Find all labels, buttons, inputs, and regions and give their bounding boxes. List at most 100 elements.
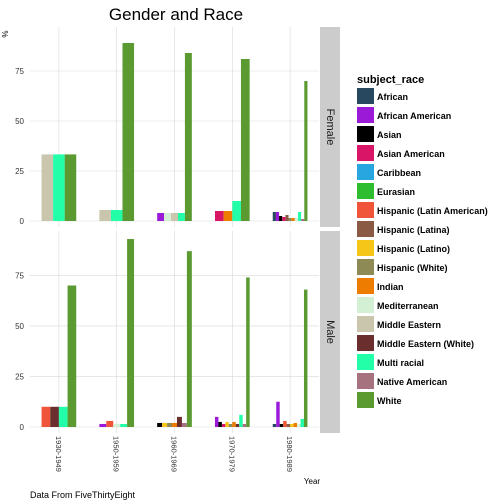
bar-female-1960-1969-african-american xyxy=(157,213,165,221)
bar-male-1950-1959-african-american xyxy=(99,423,107,427)
y-tick-label: 75 xyxy=(15,67,24,76)
facet-label-female: Female xyxy=(324,109,336,146)
bar-male-1980-1989-hispanic-latina- xyxy=(286,423,291,427)
facet-strip xyxy=(320,231,340,433)
bar-male-1970-1979-native-american xyxy=(242,423,247,427)
bar-female-1930-1949-white xyxy=(64,154,77,221)
y-tick-label: 75 xyxy=(15,271,24,280)
bar-male-1960-1969-native-american xyxy=(181,422,187,427)
bar-female-1970-1979-indian xyxy=(223,211,233,221)
facet-strip xyxy=(320,27,340,227)
y-tick-label: 25 xyxy=(15,167,24,176)
bar-female-1950-1959-white xyxy=(122,43,135,221)
legend-title: subject_race xyxy=(357,74,424,86)
bar-male-1980-1989-asian xyxy=(279,423,284,427)
bar-male-1980-1989-white xyxy=(303,289,308,427)
bar-male-1960-1969-middle-eastern-white- xyxy=(176,416,182,427)
bar-male-1960-1969-hispanic-latino- xyxy=(162,422,168,427)
legend-swatch xyxy=(357,240,374,256)
legend-swatch xyxy=(357,316,374,332)
legend-label: African xyxy=(377,92,408,102)
y-axis-label: % xyxy=(1,30,10,37)
x-tick-label: 1970-1979 xyxy=(227,436,236,472)
bar-male-1950-1959-multi-racial xyxy=(120,423,128,427)
legend-swatch xyxy=(357,164,374,180)
bar-female-1960-1969-mediterranean xyxy=(164,213,172,221)
bar-male-1930-1949-hispanic-latin-american- xyxy=(41,406,51,427)
bar-female-1950-1959-middle-eastern xyxy=(99,210,111,221)
legend-swatch xyxy=(357,126,374,142)
legend-swatch xyxy=(357,145,374,161)
bar-female-1970-1979-white xyxy=(240,59,250,221)
legend-label: Asian xyxy=(377,130,402,140)
bar-female-1980-1989-white xyxy=(304,81,308,221)
bar-male-1980-1989-african xyxy=(272,423,277,427)
legend-label: Indian xyxy=(377,282,404,292)
bar-female-1980-1989-african xyxy=(272,212,276,221)
bar-male-1960-1969-hispanic-white- xyxy=(167,422,173,427)
y-tick-label: 0 xyxy=(20,423,25,432)
bar-female-1960-1969-white xyxy=(184,53,192,221)
legend-swatch xyxy=(357,297,374,313)
legend-swatch xyxy=(357,354,374,370)
legend-label: Hispanic (Latina) xyxy=(377,225,450,235)
y-tick-label: 25 xyxy=(15,372,24,381)
legend-swatch xyxy=(357,373,374,389)
bar-male-1960-1969-indian xyxy=(172,422,177,427)
bar-male-1970-1979-asian xyxy=(218,421,222,427)
y-tick-label: 50 xyxy=(15,117,24,126)
bar-male-1950-1959-mediterranean xyxy=(113,423,121,427)
bar-male-1980-1989-african-american xyxy=(276,401,280,427)
bar-female-1970-1979-asian-american xyxy=(214,211,224,221)
bar-male-1930-1949-middle-eastern-white- xyxy=(50,406,59,427)
bar-male-1970-1979-middle-eastern-white- xyxy=(235,423,240,427)
bar-male-1960-1969-white xyxy=(186,251,192,427)
legend-label: Asian American xyxy=(377,149,445,159)
facet-label-male: Male xyxy=(324,320,336,344)
bar-male-1980-1989-hispanic-latino- xyxy=(290,423,294,427)
chart-caption: Data From FiveThirtyEight xyxy=(30,490,136,500)
legend-label: Hispanic (Latino) xyxy=(377,244,450,254)
legend-label: Native American xyxy=(377,377,447,387)
y-tick-label: 50 xyxy=(15,322,24,331)
bar-female-1970-1979-multi-racial xyxy=(232,201,241,221)
bar-female-1980-1989-asian xyxy=(279,216,283,221)
bar-female-1980-1989-indian xyxy=(291,218,295,221)
bar-male-1970-1979-hispanic-latino- xyxy=(225,421,229,427)
bar-male-1970-1979-indian xyxy=(232,421,236,427)
bar-female-1930-1949-multi-racial xyxy=(53,154,65,221)
legend-label: Mediterranean xyxy=(377,301,439,311)
bar-female-1950-1959-multi-racial xyxy=(110,210,123,221)
bar-female-1980-1989-mediterranean xyxy=(294,218,298,221)
chart-title: Gender and Race xyxy=(109,5,243,24)
bar-male-1970-1979-hispanic-white- xyxy=(228,423,233,427)
legend-swatch xyxy=(357,107,374,123)
x-axis-label: Year xyxy=(304,477,321,486)
bar-female-1980-1989-asian-american xyxy=(282,217,286,221)
bar-male-1930-1949-multi-racial xyxy=(58,406,68,427)
bar-male-1980-1989-hispanic-latin-american- xyxy=(283,420,287,427)
bar-female-1980-1989-hispanic-latina- xyxy=(285,215,289,221)
bar-female-1980-1989-african-american xyxy=(275,212,280,221)
legend-swatch xyxy=(357,259,374,275)
legend-label: Middle Eastern xyxy=(377,320,441,330)
bar-male-1950-1959-hispanic-latin-american- xyxy=(106,420,114,427)
bar-male-1980-1989-indian xyxy=(293,422,298,427)
legend-label: Caribbean xyxy=(377,168,421,178)
y-tick-label: 0 xyxy=(20,217,25,226)
x-tick-label: 1930-1949 xyxy=(54,436,63,472)
legend-label: Hispanic (Latin American) xyxy=(377,206,488,216)
legend-swatch xyxy=(357,335,374,351)
bar-female-1980-1989-multi-racial xyxy=(297,212,302,221)
x-tick-label: 1950-1959 xyxy=(112,436,121,472)
bar-male-1980-1989-multi-racial xyxy=(300,418,304,427)
bar-female-1980-1989-hispanic-white- xyxy=(288,218,292,221)
bar-male-1970-1979-multi-racial xyxy=(239,414,243,427)
legend-swatch xyxy=(357,221,374,237)
bar-male-1970-1979-white xyxy=(246,277,250,427)
legend-label: Hispanic (White) xyxy=(377,263,448,273)
bar-male-1970-1979-asian-american xyxy=(221,423,226,427)
bar-male-1950-1959-white xyxy=(127,239,135,427)
bar-male-1970-1979-african-american xyxy=(214,416,219,427)
